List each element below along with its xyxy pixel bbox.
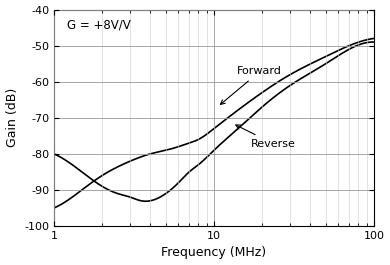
- Y-axis label: Gain (dB): Gain (dB): [5, 88, 19, 147]
- Text: Reverse: Reverse: [236, 125, 296, 149]
- Text: Forward: Forward: [220, 67, 282, 104]
- X-axis label: Frequency (MHz): Frequency (MHz): [161, 246, 266, 259]
- Text: G = +8V/V: G = +8V/V: [67, 18, 131, 31]
